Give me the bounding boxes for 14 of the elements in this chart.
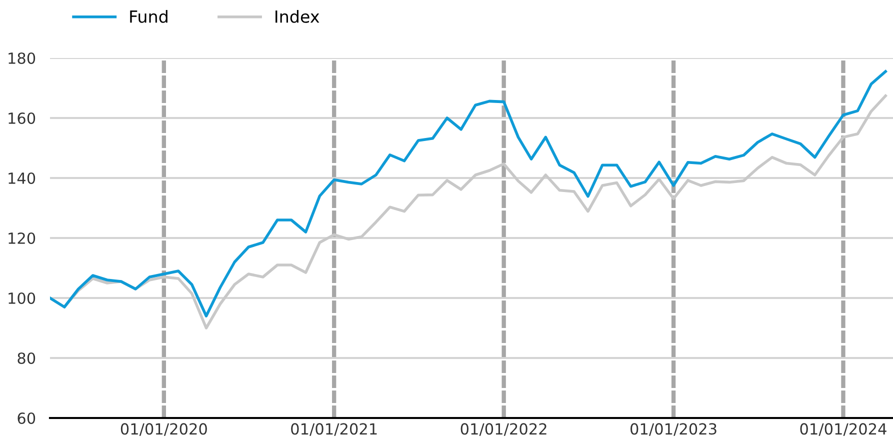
y-tick-label: 60	[18, 412, 36, 424]
x-tick-label: 01/01/2023	[630, 423, 716, 436]
y-tick-label: 120	[8, 232, 36, 244]
legend-label: Index	[276, 10, 320, 23]
legend-label: Fund	[130, 10, 168, 23]
y-tick-label: 180	[8, 52, 36, 64]
x-tick-label: 01/01/2021	[291, 423, 377, 436]
y-tick-label: 140	[8, 172, 36, 184]
y-tick-label: 160	[8, 112, 36, 124]
x-tick-label: 01/01/2020	[120, 423, 207, 436]
x-tick-label: 01/01/2024	[800, 423, 886, 436]
y-tick-label: 80	[18, 352, 36, 364]
y-tick-label: 100	[8, 292, 36, 304]
x-tick-label: 01/01/2022	[460, 423, 546, 436]
